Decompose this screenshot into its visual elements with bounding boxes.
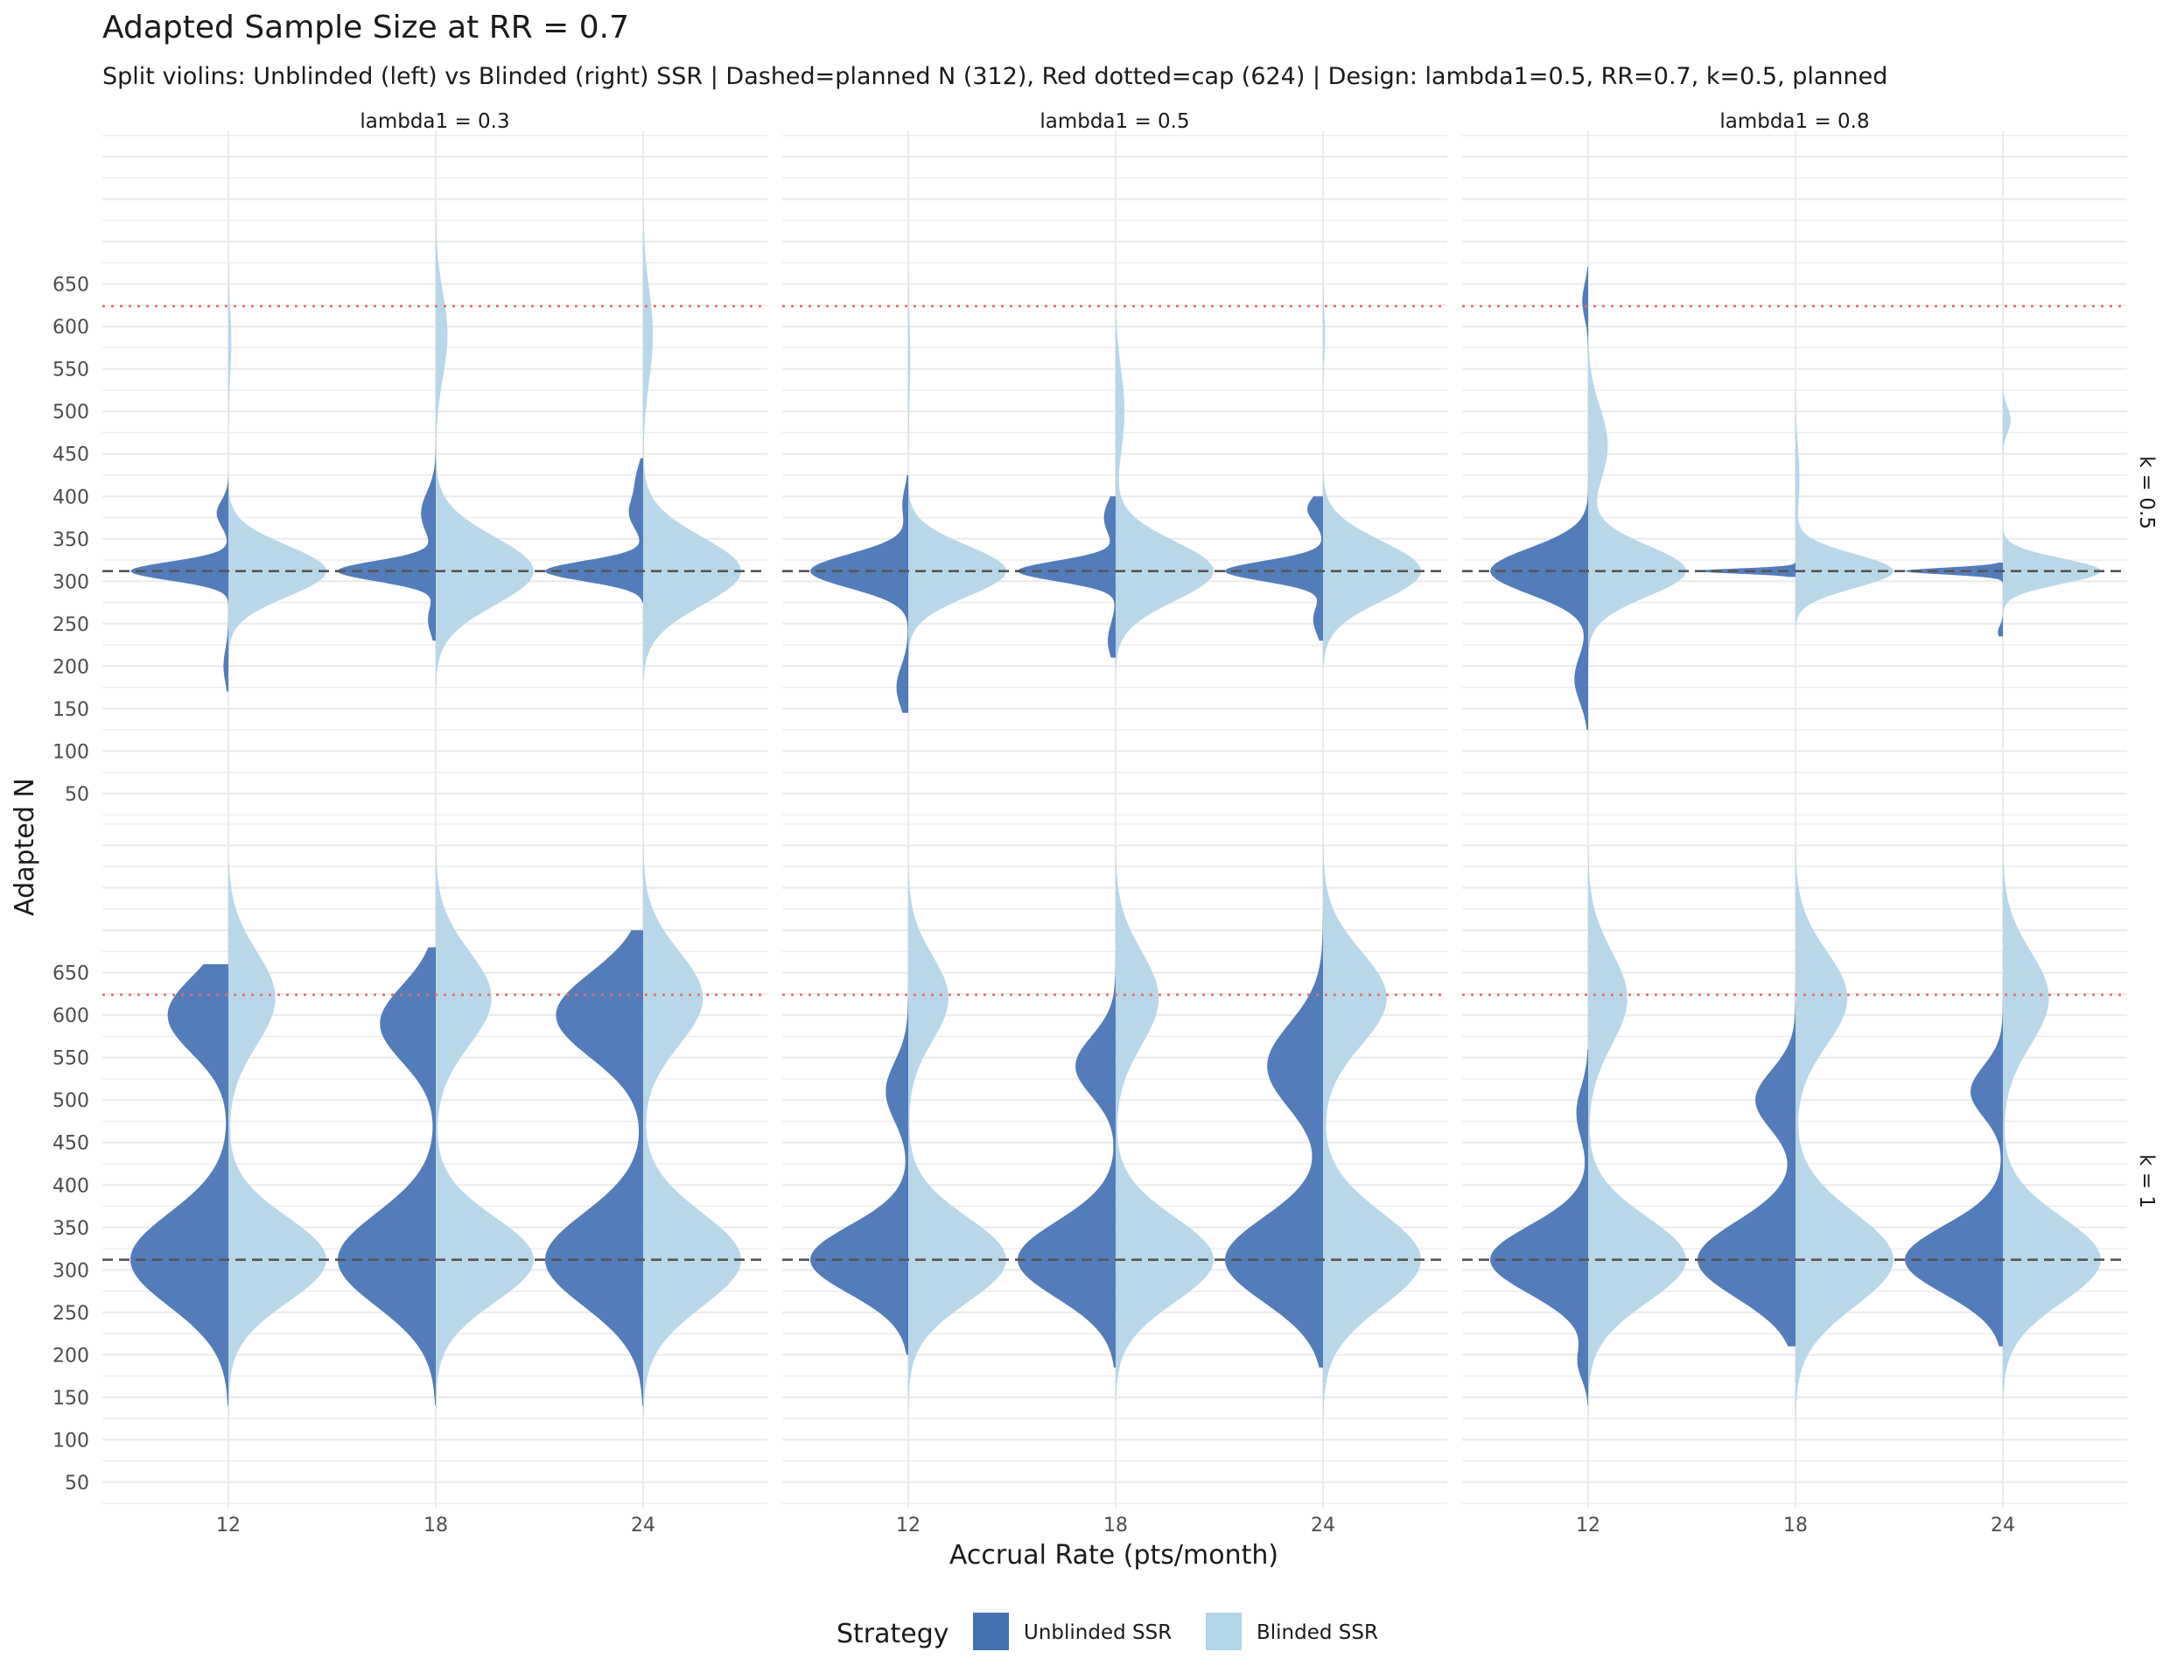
violin-blinded-24 (2003, 836, 2101, 1440)
y-tick-label: 400 (52, 1175, 89, 1197)
y-tick-label: 450 (52, 444, 89, 466)
panel-r0-c0 (102, 131, 767, 819)
panel-r1-c0 (102, 820, 767, 1508)
violin-blinded-12 (228, 862, 326, 1432)
x-tick-label: 18 (1103, 1515, 1128, 1536)
panel-r0-c1 (782, 131, 1447, 819)
violin-blinded-24 (1323, 836, 1421, 1423)
violin-unblinded-18 (1698, 981, 1796, 1347)
legend-key-blinded (1206, 1613, 1242, 1650)
violin-blinded-12 (908, 845, 1006, 1415)
chart-title: Adapted Sample Size at RR = 0.7 (102, 10, 629, 46)
violin-unblinded-12 (1490, 267, 1588, 731)
legend-label-blinded: Blinded SSR (1256, 1621, 1378, 1644)
y-tick-label: 250 (52, 1303, 89, 1325)
chart-subtitle: Split violins: Unblinded (left) vs Blind… (102, 63, 1887, 90)
violin-unblinded-24 (1905, 981, 2003, 1347)
y-tick-label: 50 (65, 1473, 89, 1494)
panel-r1-c1 (782, 820, 1447, 1508)
legend-label-unblinded: Unblinded SSR (1024, 1621, 1172, 1644)
facet-strip-column: lambda1 = 0.3 (360, 110, 509, 133)
violin-blinded-18 (436, 845, 534, 1415)
x-tick-label: 24 (1991, 1515, 2015, 1536)
y-tick-label: 650 (52, 275, 89, 297)
y-tick-label: 350 (52, 529, 89, 551)
axes: lambda1 = 0.3 lambda1 = 0.5 lambda1 = 0.8 k… (52, 110, 2158, 1536)
violin-unblinded-18 (1698, 562, 1796, 578)
violin-unblinded-18 (1018, 496, 1116, 658)
violin-blinded-12 (228, 249, 326, 696)
y-tick-label: 500 (52, 402, 89, 424)
y-tick-label: 300 (52, 1260, 89, 1282)
violin-blinded-18 (1796, 368, 1894, 658)
y-tick-label: 550 (52, 1048, 89, 1070)
legend-title: Strategy (836, 1619, 949, 1649)
y-tick-label: 400 (52, 486, 89, 508)
y-tick-label: 600 (52, 1005, 89, 1027)
y-tick-label: 100 (52, 1430, 89, 1452)
legend-key-unblinded (973, 1613, 1009, 1650)
x-axis-title: Accrual Rate (pts/month) (949, 1540, 1278, 1571)
facet-strip-row: k = 0.5 (2135, 456, 2158, 529)
violin-blinded-24 (2003, 377, 2101, 654)
violin-unblinded-18 (1018, 947, 1116, 1368)
y-tick-label: 250 (52, 614, 89, 636)
violin-unblinded-24 (1905, 562, 2003, 637)
violin-blinded-18 (1116, 845, 1214, 1402)
y-tick-label: 150 (52, 699, 89, 721)
facet-strip-row: k = 1 (2135, 1154, 2158, 1208)
violin-blinded-12 (908, 249, 1006, 734)
y-axis-title: Adapted N (10, 778, 40, 916)
y-tick-label: 300 (52, 571, 89, 593)
y-tick-label: 650 (52, 963, 89, 985)
legend: Strategy Unblinded SSR Blinded SSR (836, 1613, 1378, 1650)
y-tick-label: 600 (52, 317, 89, 339)
violin-blinded-12 (1588, 249, 1686, 722)
facet-strip-column: lambda1 = 0.8 (1719, 110, 1869, 133)
violin-unblinded-12 (1490, 1049, 1588, 1406)
violin-unblinded-12 (130, 964, 228, 1406)
panel-r0-c2 (1462, 131, 2127, 819)
y-tick-label: 150 (52, 1388, 89, 1410)
facet-panels (102, 131, 2127, 1508)
y-tick-label: 200 (52, 1345, 89, 1367)
violin-unblinded-24 (545, 458, 643, 603)
violin-blinded-24 (1323, 267, 1421, 667)
violin-unblinded-24 (1225, 496, 1323, 641)
violin-blinded-12 (1588, 845, 1686, 1457)
facet-strip-column: lambda1 = 0.5 (1040, 110, 1189, 133)
x-tick-label: 12 (1576, 1515, 1600, 1536)
y-tick-label: 200 (52, 656, 89, 678)
y-tick-label: 550 (52, 360, 89, 382)
violin-blinded-18 (1796, 836, 1894, 1457)
x-tick-label: 18 (1783, 1515, 1808, 1536)
violin-unblinded-18 (338, 947, 436, 1406)
y-tick-label: 350 (52, 1218, 89, 1240)
x-tick-label: 18 (424, 1515, 448, 1536)
x-tick-label: 24 (631, 1515, 655, 1536)
violin-blinded-24 (643, 157, 741, 679)
violin-blinded-24 (643, 828, 741, 1415)
y-tick-label: 500 (52, 1090, 89, 1112)
violin-unblinded-12 (130, 471, 228, 692)
violin-unblinded-12 (810, 475, 908, 713)
y-tick-label: 450 (52, 1133, 89, 1155)
violin-blinded-18 (1116, 249, 1214, 713)
violin-blinded-18 (436, 157, 534, 692)
violin-unblinded-24 (545, 930, 643, 1406)
panel-r1-c2 (1462, 820, 2127, 1508)
violin-unblinded-24 (1225, 913, 1323, 1368)
y-tick-label: 50 (65, 784, 89, 806)
x-tick-label: 24 (1311, 1515, 1335, 1536)
x-tick-label: 12 (896, 1515, 920, 1536)
x-tick-label: 12 (216, 1515, 241, 1536)
y-tick-label: 100 (52, 741, 89, 763)
